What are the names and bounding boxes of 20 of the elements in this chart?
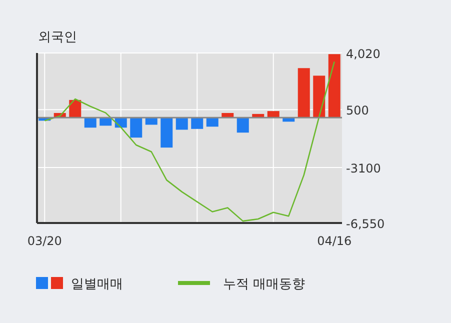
bar [313, 76, 326, 118]
line-series [44, 61, 336, 222]
y-tick-label: 500 [346, 104, 369, 118]
bar [84, 118, 96, 128]
bar [267, 111, 280, 118]
chart-title: 외국인 [38, 30, 77, 45]
bar [130, 118, 142, 138]
y-tick-label: -6,550 [346, 217, 385, 231]
y-tick-label: 4,020 [346, 47, 380, 61]
x-tick-label: 03/20 [27, 234, 62, 248]
bar [236, 118, 249, 133]
bar [328, 54, 340, 118]
x-tick-label: 04/16 [317, 234, 352, 248]
legend-label: 누적 매매동향 [223, 277, 306, 292]
bar [298, 68, 310, 118]
y-tick-label: -3100 [346, 162, 381, 176]
legend-label: 일별매매 [71, 277, 123, 292]
bar [191, 118, 204, 129]
bar [160, 118, 173, 148]
bar [176, 118, 188, 130]
